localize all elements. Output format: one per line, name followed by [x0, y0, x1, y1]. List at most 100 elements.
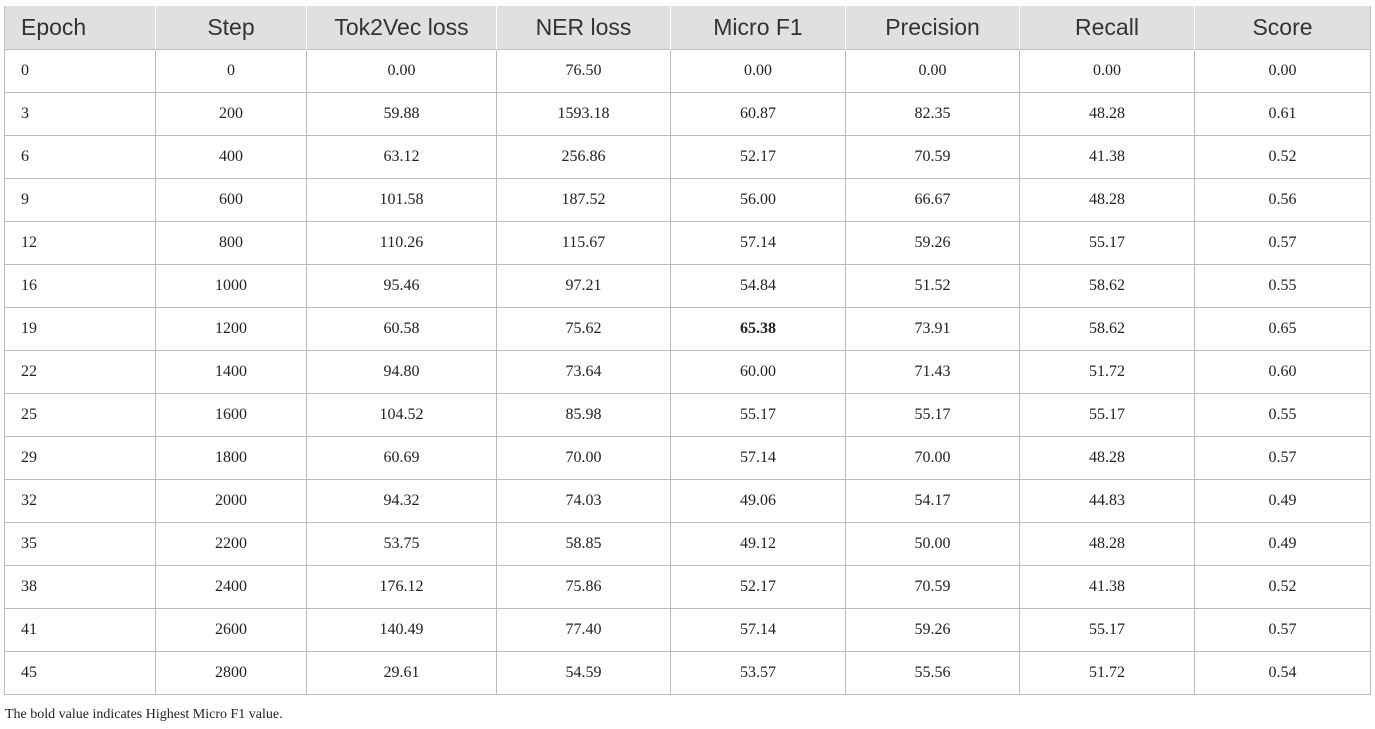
cell-epoch: 25 — [4, 393, 156, 437]
cell-micro-f1: 65.38 — [670, 307, 846, 351]
cell-epoch: 3 — [4, 92, 156, 136]
cell-recall: 55.17 — [1019, 221, 1195, 265]
cell-step: 600 — [155, 178, 307, 222]
cell-ner-loss: 85.98 — [496, 393, 671, 437]
cell-precision: 55.56 — [845, 651, 1020, 695]
cell-epoch: 29 — [4, 436, 156, 480]
cell-ner-loss: 73.64 — [496, 350, 671, 394]
column-header-tok2vec-loss: Tok2Vec loss — [306, 6, 497, 50]
cell-ner-loss: 70.00 — [496, 436, 671, 480]
cell-step: 0 — [155, 49, 307, 93]
cell-tok2vec-loss: 104.52 — [306, 393, 497, 437]
cell-step: 800 — [155, 221, 307, 265]
cell-epoch: 32 — [4, 479, 156, 523]
cell-tok2vec-loss: 101.58 — [306, 178, 497, 222]
cell-ner-loss: 75.62 — [496, 307, 671, 351]
cell-score: 0.56 — [1194, 178, 1371, 222]
cell-epoch: 6 — [4, 135, 156, 179]
cell-tok2vec-loss: 140.49 — [306, 608, 497, 652]
cell-score: 0.49 — [1194, 522, 1371, 566]
table-row: 35 2200 53.75 58.85 49.12 50.00 48.28 0.49 — [4, 522, 1371, 566]
cell-score: 0.61 — [1194, 92, 1371, 136]
cell-tok2vec-loss: 60.69 — [306, 436, 497, 480]
cell-score: 0.54 — [1194, 651, 1371, 695]
cell-precision: 70.59 — [845, 135, 1020, 179]
cell-epoch: 35 — [4, 522, 156, 566]
table-row: 45 2800 29.61 54.59 53.57 55.56 51.72 0.54 — [4, 651, 1371, 695]
column-header-micro-f1: Micro F1 — [670, 6, 846, 50]
cell-micro-f1: 57.14 — [670, 608, 846, 652]
cell-recall: 51.72 — [1019, 651, 1195, 695]
column-header-score: Score — [1194, 6, 1371, 50]
cell-recall: 41.38 — [1019, 565, 1195, 609]
cell-precision: 55.17 — [845, 393, 1020, 437]
table-row: 3 200 59.88 1593.18 60.87 82.35 48.28 0.61 — [4, 92, 1371, 136]
cell-recall: 48.28 — [1019, 178, 1195, 222]
cell-step: 400 — [155, 135, 307, 179]
cell-micro-f1: 60.87 — [670, 92, 846, 136]
cell-ner-loss: 75.86 — [496, 565, 671, 609]
cell-recall: 58.62 — [1019, 307, 1195, 351]
cell-ner-loss: 256.86 — [496, 135, 671, 179]
table-row: 6 400 63.12 256.86 52.17 70.59 41.38 0.52 — [4, 135, 1371, 179]
cell-step: 1800 — [155, 436, 307, 480]
cell-micro-f1: 49.12 — [670, 522, 846, 566]
cell-tok2vec-loss: 0.00 — [306, 49, 497, 93]
cell-step: 2200 — [155, 522, 307, 566]
cell-ner-loss: 76.50 — [496, 49, 671, 93]
header-row: Epoch Step Tok2Vec loss NER loss Micro F… — [4, 6, 1371, 50]
cell-tok2vec-loss: 59.88 — [306, 92, 497, 136]
cell-epoch: 19 — [4, 307, 156, 351]
cell-micro-f1: 56.00 — [670, 178, 846, 222]
cell-ner-loss: 58.85 — [496, 522, 671, 566]
cell-recall: 55.17 — [1019, 608, 1195, 652]
cell-ner-loss: 77.40 — [496, 608, 671, 652]
cell-micro-f1: 52.17 — [670, 135, 846, 179]
column-header-epoch: Epoch — [4, 6, 156, 50]
cell-tok2vec-loss: 29.61 — [306, 651, 497, 695]
cell-tok2vec-loss: 110.26 — [306, 221, 497, 265]
cell-ner-loss: 187.52 — [496, 178, 671, 222]
cell-epoch: 41 — [4, 608, 156, 652]
cell-micro-f1: 55.17 — [670, 393, 846, 437]
cell-recall: 58.62 — [1019, 264, 1195, 308]
cell-step: 200 — [155, 92, 307, 136]
cell-tok2vec-loss: 63.12 — [306, 135, 497, 179]
cell-precision: 54.17 — [845, 479, 1020, 523]
cell-recall: 0.00 — [1019, 49, 1195, 93]
cell-precision: 70.00 — [845, 436, 1020, 480]
cell-step: 1600 — [155, 393, 307, 437]
cell-step: 1400 — [155, 350, 307, 394]
results-table: Epoch Step Tok2Vec loss NER loss Micro F… — [4, 6, 1371, 695]
column-header-precision: Precision — [845, 6, 1020, 50]
table-body: 0 0 0.00 76.50 0.00 0.00 0.00 0.00 3 200 59.88 1593… — [4, 49, 1371, 695]
cell-ner-loss: 74.03 — [496, 479, 671, 523]
table-row: 29 1800 60.69 70.00 57.14 70.00 48.28 0.57 — [4, 436, 1371, 480]
cell-ner-loss: 97.21 — [496, 264, 671, 308]
cell-step: 1000 — [155, 264, 307, 308]
cell-step: 2800 — [155, 651, 307, 695]
cell-precision: 70.59 — [845, 565, 1020, 609]
table-row: 25 1600 104.52 85.98 55.17 55.17 55.17 0.55 — [4, 393, 1371, 437]
cell-epoch: 9 — [4, 178, 156, 222]
cell-ner-loss: 115.67 — [496, 221, 671, 265]
cell-precision: 0.00 — [845, 49, 1020, 93]
cell-micro-f1: 57.14 — [670, 221, 846, 265]
cell-score: 0.52 — [1194, 135, 1371, 179]
cell-micro-f1: 53.57 — [670, 651, 846, 695]
cell-score: 0.49 — [1194, 479, 1371, 523]
cell-score: 0.57 — [1194, 436, 1371, 480]
cell-precision: 71.43 — [845, 350, 1020, 394]
table-row: 41 2600 140.49 77.40 57.14 59.26 55.17 0.57 — [4, 608, 1371, 652]
cell-precision: 66.67 — [845, 178, 1020, 222]
cell-score: 0.55 — [1194, 393, 1371, 437]
cell-recall: 48.28 — [1019, 522, 1195, 566]
cell-epoch: 16 — [4, 264, 156, 308]
cell-score: 0.52 — [1194, 565, 1371, 609]
cell-recall: 44.83 — [1019, 479, 1195, 523]
column-header-step: Step — [155, 6, 307, 50]
cell-recall: 48.28 — [1019, 436, 1195, 480]
table-row: 38 2400 176.12 75.86 52.17 70.59 41.38 0.52 — [4, 565, 1371, 609]
cell-precision: 73.91 — [845, 307, 1020, 351]
cell-step: 2400 — [155, 565, 307, 609]
